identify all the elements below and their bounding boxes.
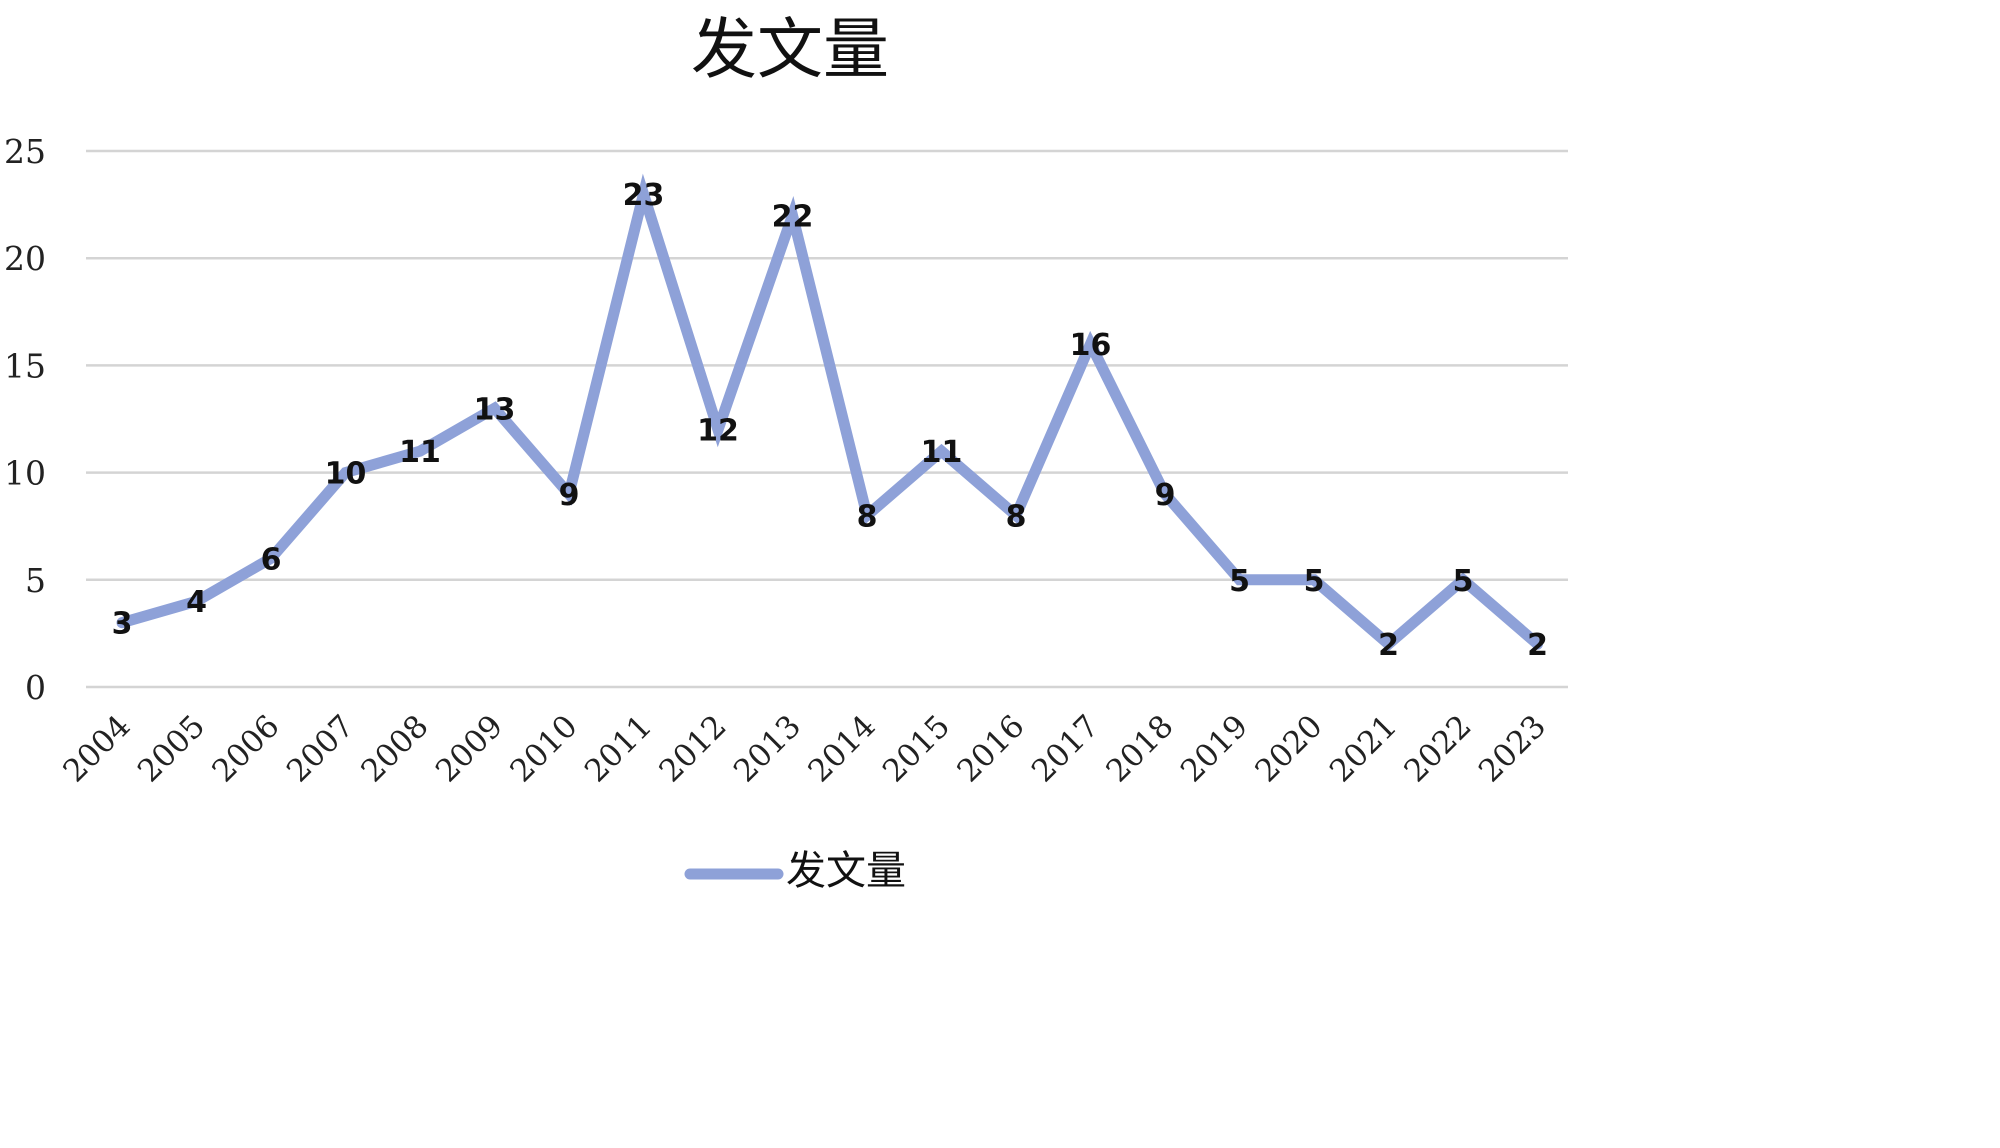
x-tick-label: 2014 bbox=[801, 708, 882, 789]
data-point bbox=[191, 596, 202, 607]
y-tick-label: 0 bbox=[25, 668, 46, 707]
data-point bbox=[936, 446, 947, 457]
x-axis-ticks: 2004200520062007200820092010201120122013… bbox=[56, 708, 1553, 789]
x-tick-label: 2012 bbox=[652, 708, 733, 789]
data-label: 8 bbox=[857, 499, 878, 534]
data-label: 22 bbox=[772, 199, 814, 234]
data-point bbox=[1532, 639, 1543, 650]
x-tick-label: 2015 bbox=[876, 708, 957, 789]
x-tick-label: 2006 bbox=[205, 708, 286, 789]
data-point bbox=[564, 489, 574, 500]
data-label: 11 bbox=[921, 435, 963, 470]
data-point bbox=[340, 467, 351, 478]
data-label: 6 bbox=[261, 542, 282, 577]
x-tick-label: 2004 bbox=[56, 708, 137, 789]
legend-label: 发文量 bbox=[786, 848, 906, 894]
x-tick-label: 2021 bbox=[1323, 708, 1404, 789]
x-tick-label: 2013 bbox=[727, 708, 808, 789]
data-point bbox=[1383, 639, 1394, 650]
y-tick-label: 5 bbox=[25, 561, 46, 600]
data-label: 5 bbox=[1304, 564, 1325, 599]
data-point bbox=[1011, 510, 1021, 521]
data-point bbox=[415, 446, 425, 457]
data-label: 3 bbox=[112, 607, 133, 642]
series-line-group bbox=[116, 173, 1543, 652]
data-label: 9 bbox=[1155, 478, 1176, 513]
x-tick-label: 2019 bbox=[1174, 708, 1255, 789]
gridlines bbox=[86, 149, 1568, 689]
y-tick-label: 20 bbox=[4, 239, 46, 278]
x-tick-label: 2005 bbox=[131, 708, 212, 789]
data-point bbox=[117, 617, 127, 628]
data-label: 5 bbox=[1229, 564, 1250, 599]
data-point bbox=[638, 188, 649, 199]
data-point bbox=[787, 210, 798, 221]
data-point bbox=[713, 424, 723, 435]
series-line bbox=[116, 173, 1543, 652]
y-tick-label: 10 bbox=[4, 454, 46, 493]
data-point bbox=[266, 553, 276, 564]
x-tick-label: 2016 bbox=[950, 708, 1031, 789]
data-point bbox=[1085, 338, 1096, 349]
data-label: 4 bbox=[186, 585, 207, 620]
y-tick-label: 25 bbox=[4, 132, 46, 171]
data-label: 2 bbox=[1378, 628, 1399, 663]
x-tick-label: 2018 bbox=[1099, 708, 1180, 789]
data-label: 11 bbox=[399, 435, 441, 470]
data-label: 16 bbox=[1070, 328, 1112, 363]
data-label: 9 bbox=[559, 478, 580, 513]
data-point bbox=[1309, 574, 1319, 585]
x-tick-label: 2023 bbox=[1472, 708, 1553, 789]
data-point bbox=[1458, 574, 1468, 585]
data-point bbox=[489, 403, 500, 414]
data-label: 23 bbox=[623, 178, 665, 213]
data-point bbox=[862, 510, 872, 521]
x-tick-label: 2009 bbox=[429, 708, 510, 789]
data-point bbox=[1234, 574, 1245, 585]
chart-title: 发文量 bbox=[691, 11, 889, 88]
data-label: 5 bbox=[1453, 564, 1474, 599]
x-tick-label: 2010 bbox=[503, 708, 584, 789]
x-tick-label: 2011 bbox=[578, 708, 659, 789]
data-label: 8 bbox=[1006, 499, 1027, 534]
data-label: 10 bbox=[325, 457, 367, 492]
x-tick-label: 2007 bbox=[280, 708, 361, 789]
x-tick-label: 2020 bbox=[1248, 708, 1329, 789]
data-point bbox=[1160, 489, 1170, 500]
data-labels: 3 4 6 10 11 13 9 23 12 22 8 11 8 16 9 5 5 2 5 2 bbox=[112, 178, 1548, 663]
legend: 发文量 bbox=[684, 848, 906, 894]
x-tick-label: 2017 bbox=[1025, 708, 1106, 789]
data-label: 12 bbox=[697, 414, 739, 449]
y-axis-ticks: 0 5 10 15 20 25 bbox=[4, 132, 46, 707]
x-tick-label: 2008 bbox=[354, 708, 435, 789]
x-tick-label: 2022 bbox=[1397, 708, 1478, 789]
data-label: 13 bbox=[474, 392, 516, 427]
data-label: 2 bbox=[1527, 628, 1548, 663]
y-tick-label: 15 bbox=[4, 346, 46, 385]
